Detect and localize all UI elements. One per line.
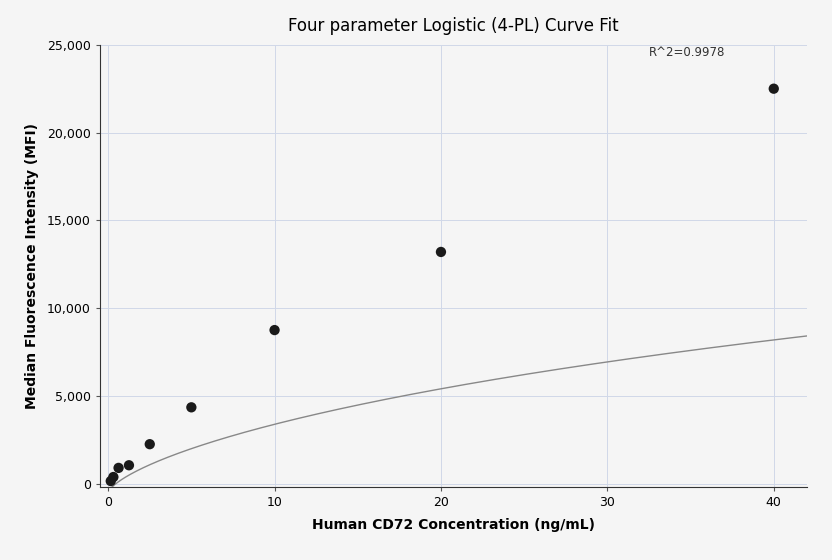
Point [122, 461, 136, 470]
Point [104, 477, 117, 486]
Text: R^2=0.9978: R^2=0.9978 [649, 46, 726, 59]
Point [143, 440, 156, 449]
Point [268, 325, 281, 334]
X-axis label: Human CD72 Concentration (ng/mL): Human CD72 Concentration (ng/mL) [312, 517, 595, 531]
Y-axis label: Median Fluorescence Intensity (MFI): Median Fluorescence Intensity (MFI) [25, 123, 38, 409]
Point [767, 84, 780, 93]
Point [111, 464, 126, 473]
Title: Four parameter Logistic (4-PL) Curve Fit: Four parameter Logistic (4-PL) Curve Fit [288, 17, 619, 35]
Point [106, 473, 120, 482]
Point [185, 403, 198, 412]
Point [434, 248, 448, 256]
